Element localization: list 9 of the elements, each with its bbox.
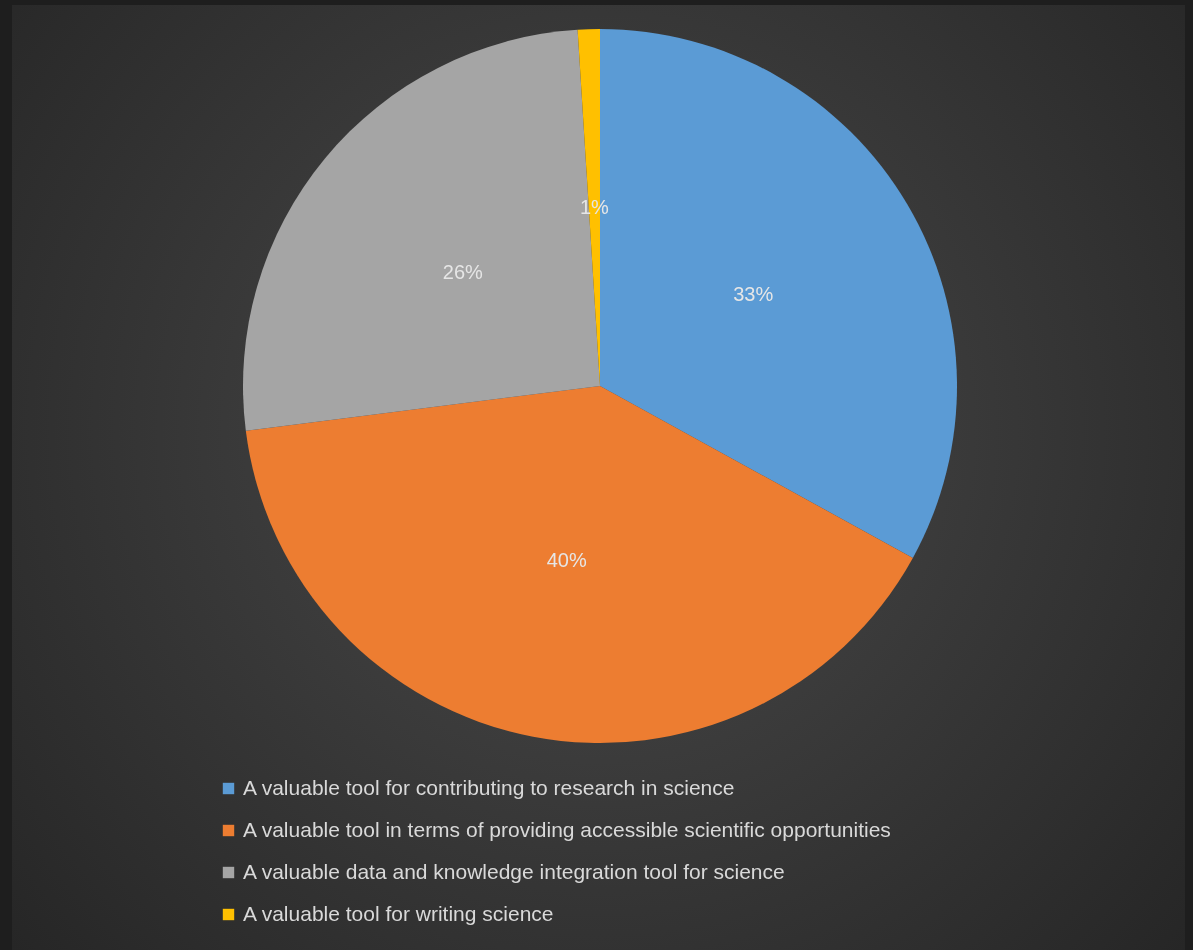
legend-label: A valuable tool for contributing to research in science xyxy=(243,775,735,799)
legend-label: A valuable data and knowledge integration tool for science xyxy=(243,859,785,883)
data-label: 40% xyxy=(546,548,587,571)
data-label: 33% xyxy=(733,283,774,306)
legend-label: A valuable tool in terms of providing accessible scientific opportunities xyxy=(243,817,891,841)
data-label: 1% xyxy=(579,196,610,219)
pie-slice xyxy=(245,386,913,743)
legend-label: A valuable tool for writing science xyxy=(243,901,554,925)
data-label: 26% xyxy=(442,260,484,283)
